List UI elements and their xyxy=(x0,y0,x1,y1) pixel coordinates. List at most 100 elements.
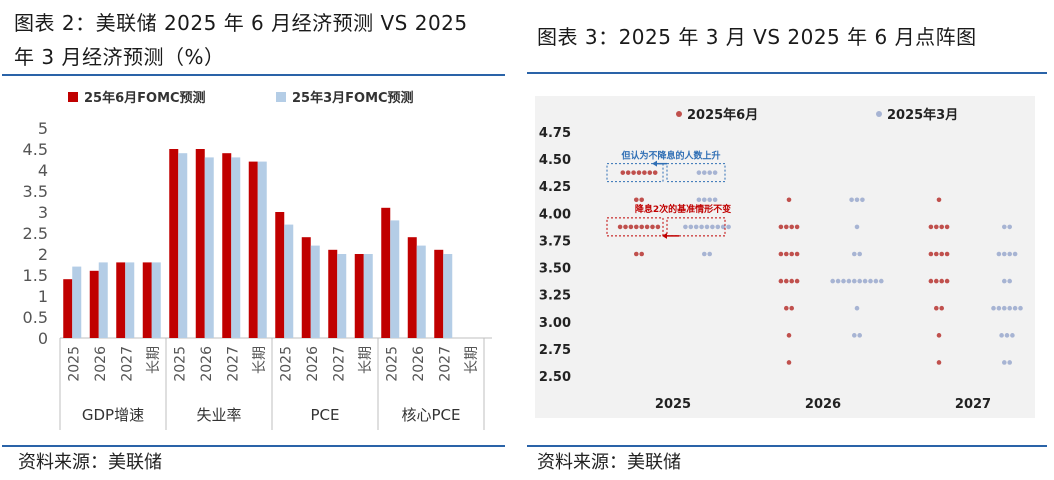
dot-june xyxy=(934,224,939,230)
dot-june xyxy=(655,224,661,230)
x-tick-label: 2026 xyxy=(411,346,427,382)
dot-june xyxy=(778,251,784,257)
bar-march xyxy=(125,262,135,338)
dot-march xyxy=(720,224,726,230)
dot-june xyxy=(928,224,934,230)
dot-march xyxy=(688,224,694,230)
dot-june xyxy=(786,360,792,365)
dot-june xyxy=(939,278,944,284)
dot-june xyxy=(939,224,944,230)
y-tick-label: 3 xyxy=(38,203,48,222)
x-category-label: 2025 xyxy=(655,397,691,412)
right-chart-title: 图表 3：2025 年 3 月 VS 2025 年 6 月点阵图 xyxy=(537,25,977,49)
group-label: GDP增速 xyxy=(82,406,144,424)
dot-march xyxy=(696,170,702,175)
dot-march xyxy=(707,170,712,175)
legend-swatch-1 xyxy=(68,92,78,102)
left-source: 资料来源：美联储 xyxy=(18,452,162,473)
dot-march xyxy=(707,251,712,257)
dot-march xyxy=(712,170,718,175)
plot-background xyxy=(535,96,1035,418)
dot-june xyxy=(944,278,950,284)
x-tick-label: 2025 xyxy=(172,346,188,382)
bar-june xyxy=(116,262,126,338)
dot-june xyxy=(928,278,934,284)
dot-march xyxy=(854,197,860,203)
legend-dot-june xyxy=(676,111,682,117)
bar-june xyxy=(142,262,152,338)
left-title-line-1: 图表 2：美联储 2025 年 6 月经济预测 VS 2025 xyxy=(14,11,468,35)
group-label: 核心PCE xyxy=(402,406,461,424)
dot-june xyxy=(639,251,644,257)
dot-march xyxy=(704,224,710,230)
x-tick-label: 2027 xyxy=(331,346,347,382)
dot-june xyxy=(928,251,934,257)
dot-june xyxy=(939,251,944,257)
dot-march xyxy=(868,278,873,284)
dot-june xyxy=(778,278,784,284)
dot-march xyxy=(996,251,1002,257)
dot-march xyxy=(683,224,688,230)
bar-march xyxy=(151,262,161,338)
dot-june xyxy=(786,197,792,203)
y-tick-label: 2.75 xyxy=(539,343,571,358)
y-tick-label: 4 xyxy=(38,161,48,180)
dot-march xyxy=(857,333,862,338)
annotation-base-arrowhead xyxy=(662,232,667,239)
legend-dot-march xyxy=(876,111,882,117)
legend-label-march: 2025年3月 xyxy=(887,107,958,123)
bar-march xyxy=(231,157,241,338)
x-category-label: 2026 xyxy=(805,397,841,412)
right-source: 资料来源：美联储 xyxy=(537,452,681,473)
bar-june xyxy=(434,249,444,338)
legend-label-2: 25年3月FOMC预测 xyxy=(292,90,414,106)
x-tick-label: 长期 xyxy=(252,346,268,374)
y-tick-label: 4.50 xyxy=(539,153,571,168)
dot-march xyxy=(873,278,879,284)
dot-march xyxy=(712,197,718,203)
y-tick-label: 4.5 xyxy=(23,140,48,159)
dot-march xyxy=(830,278,835,284)
dot-march xyxy=(854,224,860,230)
group-label: 失业率 xyxy=(196,406,241,424)
dot-june xyxy=(639,197,644,203)
dot-march xyxy=(699,224,704,230)
dot-june xyxy=(644,224,650,230)
bar-june xyxy=(248,161,258,338)
dot-march xyxy=(702,197,707,203)
bar-march xyxy=(443,254,453,338)
dot-june xyxy=(628,224,634,230)
dot-march xyxy=(862,278,868,284)
y-tick-label: 3.25 xyxy=(539,289,571,304)
bar-june xyxy=(301,237,311,338)
y-tick-label: 3.50 xyxy=(539,262,571,277)
highlight-box-march-hold xyxy=(666,163,726,183)
bar-june xyxy=(195,149,205,338)
bar-march xyxy=(416,245,426,338)
bar-june xyxy=(169,149,179,338)
dot-june xyxy=(650,224,655,230)
dot-june xyxy=(936,197,942,203)
dot-march xyxy=(707,197,712,203)
dot-june xyxy=(789,251,794,257)
dot-march xyxy=(1007,224,1012,230)
dot-june xyxy=(794,251,800,257)
dot-march xyxy=(849,197,854,203)
x-tick-label: 2026 xyxy=(93,346,109,382)
dot-june xyxy=(936,360,942,365)
dot-june xyxy=(623,224,628,230)
dot-march xyxy=(852,278,857,284)
left-source-rule xyxy=(2,445,505,447)
dot-march xyxy=(702,251,707,257)
dot-june xyxy=(789,278,794,284)
bar-june xyxy=(275,212,285,338)
y-tick-label: 2.50 xyxy=(539,370,571,385)
x-tick-label: 2027 xyxy=(225,346,241,382)
dot-june xyxy=(652,170,658,175)
bar-march xyxy=(98,262,108,338)
dot-june xyxy=(784,224,789,230)
dot-june xyxy=(794,224,800,230)
x-tick-label: 长期 xyxy=(146,346,162,374)
dot-march xyxy=(702,170,707,175)
dot-june xyxy=(939,305,944,311)
